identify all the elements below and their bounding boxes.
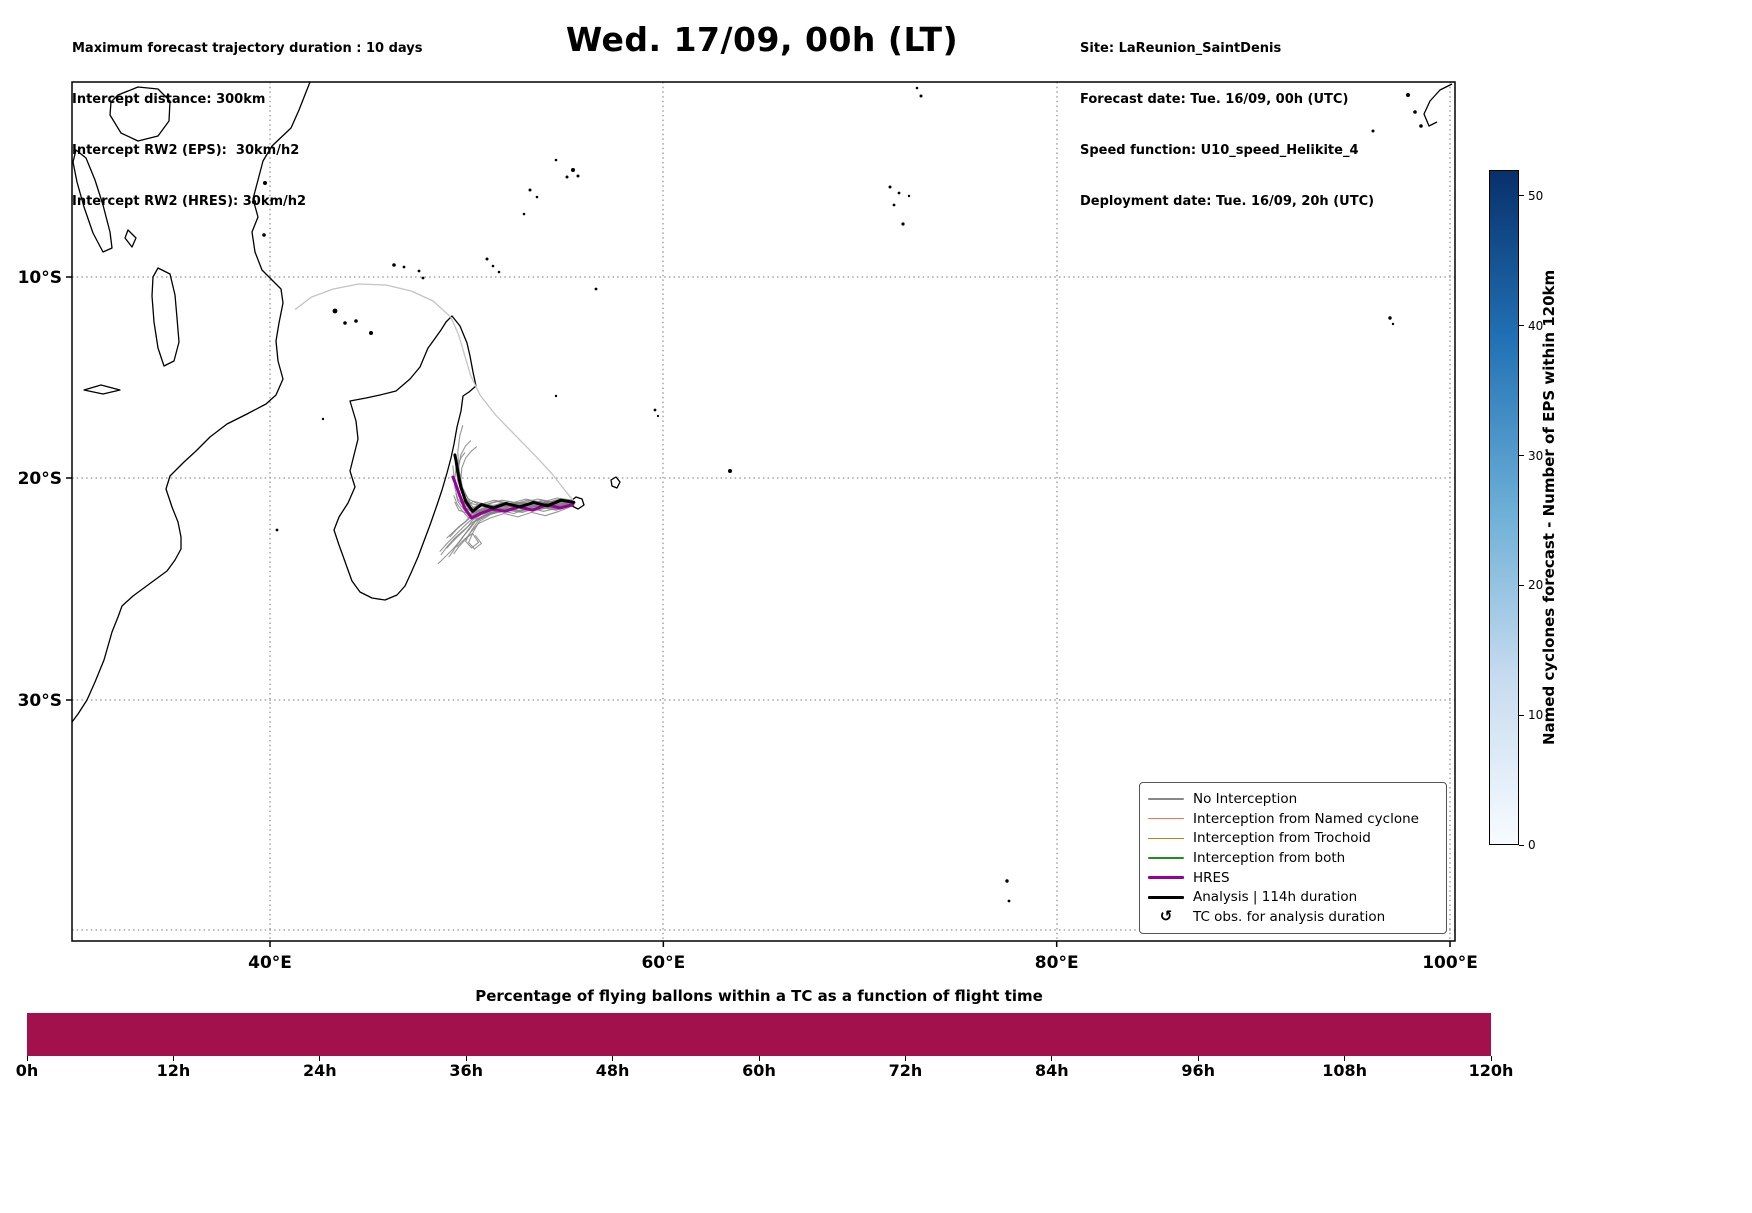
- analysis-trajectory: [453, 453, 576, 513]
- legend-line-sample: [1148, 857, 1184, 859]
- legend-label: Interception from Named cyclone: [1193, 810, 1419, 827]
- legend-item: Interception from Trochoid: [1148, 829, 1438, 847]
- header-line: Intercept RW2 (HRES): 30km/h2: [72, 194, 307, 209]
- legend-line: [1148, 837, 1184, 840]
- colorbar-label: Named cyclones forecast - Number of EPS …: [1540, 269, 1558, 746]
- bottom-chart-title: Percentage of flying ballons within a TC…: [475, 987, 1043, 1005]
- legend-line-sample: [1148, 875, 1184, 880]
- legend-label: Interception from Trochoid: [1193, 830, 1371, 847]
- africa-coastline: [71, 81, 311, 723]
- legend-item: ↺ TC obs. for analysis duration: [1148, 908, 1438, 926]
- legend-label: Interception from both: [1193, 849, 1346, 866]
- ensemble-trajectory: [453, 505, 574, 555]
- header-line: Maximum forecast trajectory duration : 1…: [72, 41, 423, 56]
- legend-label: HRES: [1193, 869, 1230, 886]
- ensemble-trajectory: [448, 504, 574, 558]
- legend-line: [1148, 895, 1184, 900]
- lake-victoria: [109, 86, 171, 142]
- legend-item: No Interception: [1148, 790, 1438, 808]
- legend-item: Interception from both: [1148, 849, 1438, 867]
- x-tick-label: 60°E: [641, 953, 685, 973]
- gridlines: [72, 82, 1455, 941]
- lake-cahora-bassa: [83, 384, 121, 395]
- map-frame: [71, 81, 1456, 942]
- sumatra-coastline: [1423, 83, 1453, 127]
- legend-label: TC obs. for analysis duration: [1193, 908, 1386, 925]
- legend-line-sample: [1148, 895, 1184, 900]
- legend-line-sample: [1148, 837, 1184, 840]
- map-axis-labels: 40°E 60°E 80°E 100°E 10°S 20°S 30°S: [18, 268, 1478, 973]
- header-line: Intercept distance: 300km: [72, 92, 266, 107]
- header-left-block: Maximum forecast trajectory duration : 1…: [72, 6, 423, 244]
- tc-obs-icon: ↺: [1159, 907, 1173, 926]
- madagascar-coastline: [333, 315, 477, 601]
- legend-line: [1148, 875, 1184, 880]
- trajectories: [294, 283, 576, 565]
- legend-items: No Interception Interception from Named c…: [1148, 790, 1438, 926]
- x-tick-label: 80°E: [1035, 953, 1079, 973]
- legend-line: [1148, 798, 1184, 800]
- legend-line: [1148, 857, 1184, 859]
- x-tick-label: 40°E: [248, 953, 292, 973]
- legend-line: [1148, 817, 1184, 820]
- tc-percentage-bar: [27, 1013, 1491, 1056]
- header-line: Deployment date: Tue. 16/09, 20h (UTC): [1080, 194, 1375, 209]
- lake-tanganyika: [72, 149, 113, 253]
- header-line: Speed function: U10_speed_Helikite_4: [1080, 143, 1359, 158]
- legend-item: Interception from Named cyclone: [1148, 810, 1438, 828]
- lake-rukwa: [124, 229, 137, 248]
- legend: No Interception Interception from Named c…: [1139, 782, 1447, 934]
- legend-line-sample: [1148, 817, 1184, 820]
- colorbar: [1489, 170, 1519, 845]
- legend-item: HRES: [1148, 869, 1438, 887]
- header-right-block: Site: LaReunion_SaintDenis Forecast date…: [1080, 6, 1374, 244]
- ensemble-trajectory: [457, 425, 574, 507]
- figure-title: Wed. 17/09, 00h (LT): [565, 20, 959, 59]
- mauritius-island: [610, 476, 621, 489]
- lake-malawi: [151, 267, 180, 367]
- x-tick-label: 100°E: [1422, 953, 1478, 973]
- header-line: Forecast date: Tue. 16/09, 00h (UTC): [1080, 92, 1349, 107]
- legend-label: Analysis | 114h duration: [1193, 889, 1358, 906]
- island-dots: [251, 86, 1423, 903]
- y-tick-label: 20°S: [18, 469, 62, 489]
- legend-item: Analysis | 114h duration: [1148, 888, 1438, 906]
- y-tick-label: 10°S: [18, 268, 62, 288]
- legend-label: No Interception: [1193, 791, 1298, 807]
- ensemble-trajectory: [440, 504, 574, 556]
- legend-line-sample: [1148, 798, 1184, 800]
- coastlines: [71, 81, 1453, 723]
- y-tick-label: 30°S: [18, 691, 62, 711]
- ensemble-trajectory: [452, 465, 574, 508]
- header-line: Site: LaReunion_SaintDenis: [1080, 41, 1282, 56]
- outlier-trajectory: [294, 283, 574, 501]
- header-line: Intercept RW2 (EPS): 30km/h2: [72, 143, 300, 158]
